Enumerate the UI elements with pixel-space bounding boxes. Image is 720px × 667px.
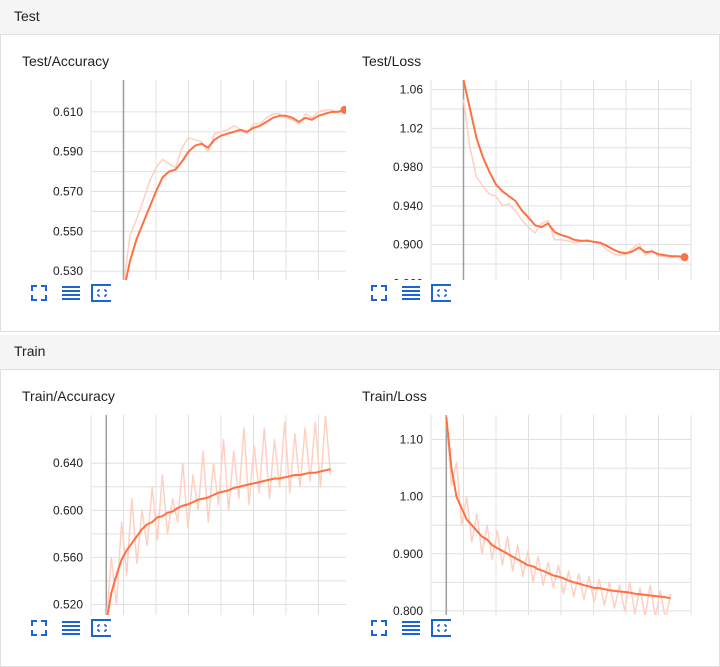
series-line-raw: [462, 99, 685, 258]
fit-domain-icon[interactable]: [91, 618, 111, 638]
series-line-raw: [445, 416, 672, 615]
y-tick-label: 0.520: [53, 597, 83, 611]
chart-title: Train/Loss: [362, 388, 427, 404]
y-tick-label: 0.550: [53, 224, 83, 238]
chart-plot[interactable]: 0.5200.5600.6000.6400.00010.00k20.00k30.…: [1, 370, 346, 615]
series-line-smoothed: [124, 108, 345, 280]
chart-plot[interactable]: 0.8600.9000.9400.9801.021.060.00010.0020…: [341, 35, 701, 280]
fullscreen-icon[interactable]: [369, 283, 389, 303]
lines-icon[interactable]: [61, 618, 81, 638]
y-tick-label: 0.570: [53, 184, 83, 198]
fit-domain-icon[interactable]: [431, 618, 451, 638]
y-tick-label: 0.940: [393, 199, 423, 213]
lines-icon[interactable]: [401, 283, 421, 303]
y-tick-label: 0.600: [53, 503, 83, 517]
chart-card: Train/Loss 0.8000.9001.001.100.00010.00k…: [341, 370, 692, 655]
group-body-test: Test/Accuracy 0.530 0.550 0.570 0.590 0.610 0…: [0, 35, 720, 332]
series-line-smoothed: [106, 468, 331, 615]
chart-plot[interactable]: 0.8000.9001.001.100.00010.00k20.00k30.00…: [341, 370, 701, 615]
grid: [90, 415, 346, 615]
grid: [90, 80, 346, 280]
group-body-train: Train/Accuracy 0.5200.5600.6000.6400.000…: [0, 370, 720, 667]
y-tick-label: 0.640: [53, 456, 83, 470]
chart-plot[interactable]: 0.5300.5500.5700.5900.6100.00010.0020.00…: [1, 35, 346, 280]
chart-card: Test/Accuracy 0.5300.5500.5700.5900.6100…: [1, 35, 346, 320]
series-line-smoothed: [462, 80, 685, 259]
fullscreen-icon[interactable]: [29, 283, 49, 303]
y-tick-label: 0.980: [393, 160, 423, 174]
y-tick-label: 0.530: [53, 264, 83, 278]
y-tick-label: 1.00: [400, 490, 424, 504]
y-tick-label: 1.02: [400, 121, 424, 135]
series-line-raw: [106, 415, 332, 615]
grid: [430, 415, 692, 615]
group-title: Train: [14, 343, 46, 359]
y-tick-label: 0.560: [53, 550, 83, 564]
lines-icon[interactable]: [401, 618, 421, 638]
lines-icon[interactable]: [61, 283, 81, 303]
y-tick-label: 1.10: [400, 433, 424, 447]
y-tick-label: 0.900: [393, 547, 423, 561]
fit-domain-icon[interactable]: [431, 283, 451, 303]
series-line-raw: [123, 107, 345, 280]
y-tick-label: 1.06: [400, 83, 424, 97]
series-end-point: [340, 105, 346, 114]
fullscreen-icon[interactable]: [369, 618, 389, 638]
chart-title: Test/Accuracy: [22, 53, 110, 69]
fit-domain-icon[interactable]: [91, 283, 111, 303]
chart-card: Test/Loss 0.8600.9000.9400.9801.021.060.…: [341, 35, 692, 320]
fullscreen-icon[interactable]: [29, 618, 49, 638]
y-tick-label: 0.860: [393, 276, 423, 280]
chart-title: Train/Accuracy: [22, 388, 115, 404]
chart-title: Test/Loss: [362, 53, 422, 69]
series-end-point: [680, 253, 689, 262]
chart-card: Train/Accuracy 0.5200.5600.6000.6400.000…: [1, 370, 346, 655]
group-header-test[interactable]: Test: [0, 0, 720, 35]
y-tick-label: 0.590: [53, 145, 83, 159]
y-tick-label: 0.800: [393, 604, 423, 615]
group-title: Test: [14, 8, 40, 24]
y-tick-label: 0.900: [393, 238, 423, 252]
series-line-smoothed: [445, 416, 671, 600]
group-header-train[interactable]: Train: [0, 335, 720, 370]
y-tick-label: 0.610: [53, 105, 83, 119]
